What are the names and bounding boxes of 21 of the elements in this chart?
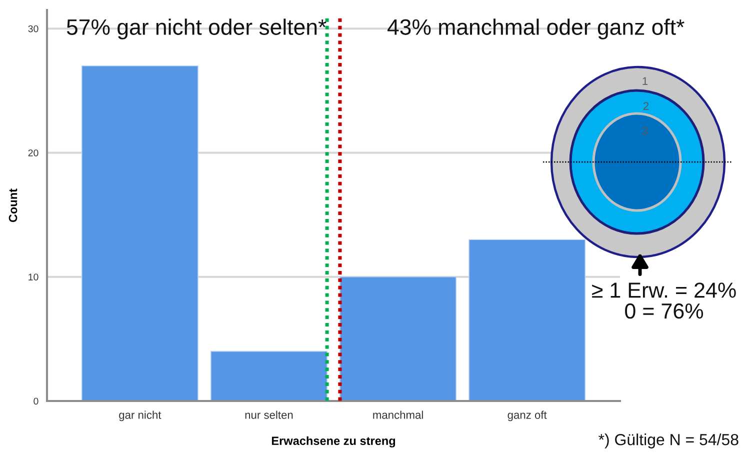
annotation: 57% gar nicht oder selten* (66, 18, 326, 40)
bar (468, 239, 586, 401)
text: 1 (642, 77, 648, 85)
x-tick-label: ganz oft (508, 410, 547, 422)
bar (210, 350, 328, 401)
y-tick-label: 20 (28, 149, 38, 156)
text: 3 (642, 127, 648, 135)
bar (340, 276, 457, 401)
x-tick-label: manchmal (373, 410, 423, 419)
y-tick-label: 10 (28, 274, 38, 280)
text: *) Gültige N = 54/58 (598, 434, 738, 448)
x-tick-label: gar nicht (119, 410, 162, 422)
y-axis-title: Count (8, 188, 18, 222)
bar (81, 65, 198, 401)
y-tick-label: 0 (34, 398, 38, 405)
annotation: 43% manchmal oder ganz oft* (388, 18, 684, 40)
x-tick-label: nur selten (245, 410, 293, 419)
y-tick-label: 30 (28, 25, 38, 32)
annotation: ≥ 1 Erw. = 24% 0 = 76% (592, 282, 736, 319)
x-axis-title: Erwachsene zu streng (272, 436, 396, 448)
text: 2 (643, 102, 649, 110)
